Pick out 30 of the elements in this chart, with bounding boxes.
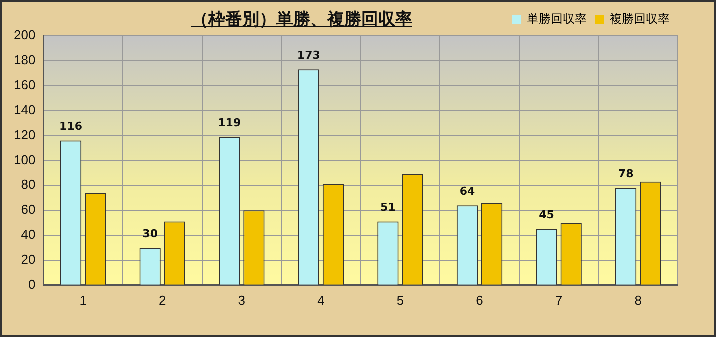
data-label: 64 xyxy=(460,184,476,198)
x-tick-label: 2 xyxy=(159,292,166,308)
data-label: 45 xyxy=(539,208,554,222)
y-tick-label: 100 xyxy=(14,152,36,168)
x-tick-label: 5 xyxy=(396,292,404,308)
y-tick-label: 160 xyxy=(14,77,36,92)
data-label: 119 xyxy=(218,116,242,130)
y-tick-label: 0 xyxy=(28,276,36,292)
y-tick-label: 120 xyxy=(14,127,36,142)
legend-label: 単勝回収率 xyxy=(527,12,587,26)
data-label: 116 xyxy=(60,120,83,134)
y-tick-label: 200 xyxy=(14,28,36,43)
x-tick-label: 8 xyxy=(634,292,642,308)
legend-label: 複勝回収率 xyxy=(610,12,670,26)
x-tick-label: 7 xyxy=(555,292,563,308)
x-tick-label: 1 xyxy=(80,292,87,308)
y-tick-label: 80 xyxy=(21,177,36,192)
y-tick-label: 180 xyxy=(14,52,36,68)
data-label: 78 xyxy=(618,167,634,180)
data-label: 30 xyxy=(142,227,158,240)
y-tick-label: 140 xyxy=(14,102,36,118)
y-tick-label: 60 xyxy=(21,202,36,218)
x-tick-label: 4 xyxy=(318,292,325,308)
x-tick-label: 6 xyxy=(476,292,484,308)
y-tick-label: 20 xyxy=(21,252,36,268)
x-tick-label: 3 xyxy=(238,292,246,308)
y-tick-label: 40 xyxy=(21,227,36,242)
chart-title: （枠番別）単勝、複勝回収率 xyxy=(190,9,414,31)
data-label: 173 xyxy=(297,49,320,62)
data-label: 51 xyxy=(380,201,396,214)
